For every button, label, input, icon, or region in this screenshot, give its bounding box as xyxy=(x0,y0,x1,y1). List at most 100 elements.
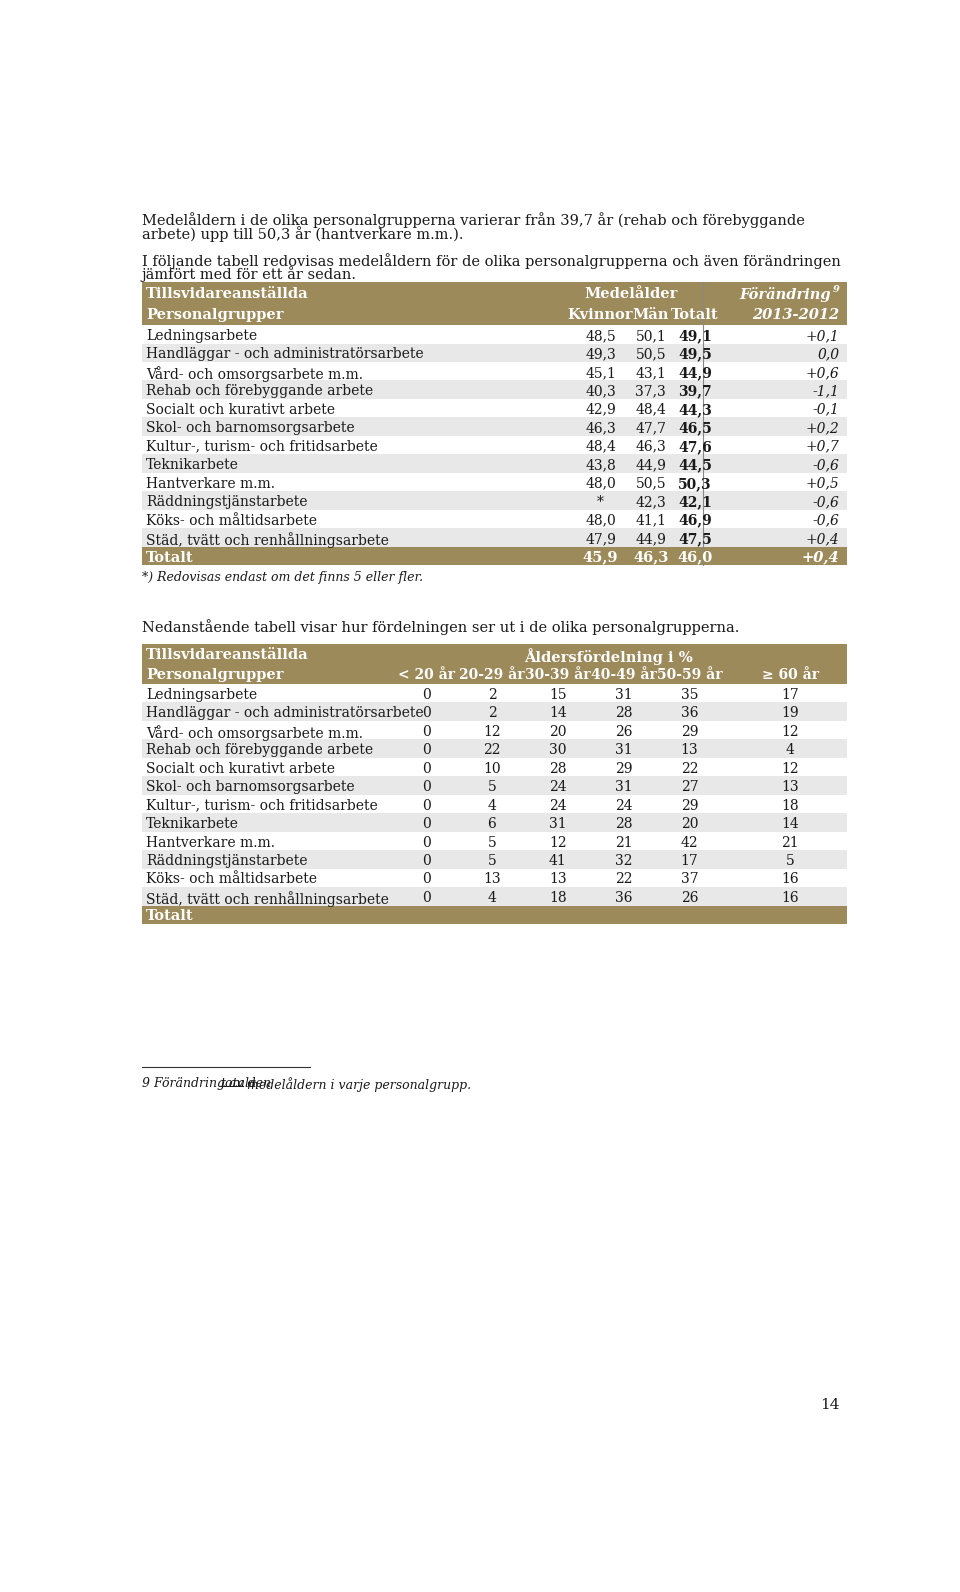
Text: *) Redovisas endast om det finns 5 eller fler.: *) Redovisas endast om det finns 5 eller… xyxy=(142,572,422,584)
Text: Socialt och kurativt arbete: Socialt och kurativt arbete xyxy=(146,761,335,775)
Text: Räddningstjänstarbete: Räddningstjänstarbete xyxy=(146,853,308,868)
Text: medelåldern i varje personalgrupp.: medelåldern i varje personalgrupp. xyxy=(244,1078,471,1092)
Text: 41: 41 xyxy=(549,853,566,868)
Bar xyxy=(142,794,847,814)
Text: Ledningsarbete: Ledningsarbete xyxy=(146,330,257,342)
Text: 44,5: 44,5 xyxy=(678,458,712,473)
Text: 0: 0 xyxy=(421,836,430,850)
Bar xyxy=(142,361,847,380)
Text: 31: 31 xyxy=(615,688,633,702)
Text: 47,6: 47,6 xyxy=(678,439,712,454)
Text: < 20 år: < 20 år xyxy=(397,669,455,683)
Text: 49,3: 49,3 xyxy=(586,347,616,361)
Text: +0,4: +0,4 xyxy=(802,551,839,565)
Text: Rehab och förebyggande arbete: Rehab och förebyggande arbete xyxy=(146,384,373,398)
Text: 0: 0 xyxy=(421,707,430,720)
Text: 46,3: 46,3 xyxy=(634,551,668,565)
Text: 31: 31 xyxy=(549,817,566,831)
Text: Rehab och förebyggande arbete: Rehab och förebyggande arbete xyxy=(146,743,373,758)
Bar xyxy=(142,869,847,887)
Text: 12: 12 xyxy=(781,724,799,739)
Text: 31: 31 xyxy=(615,780,633,794)
Text: 27: 27 xyxy=(681,780,699,794)
Text: Hantverkare m.m.: Hantverkare m.m. xyxy=(146,836,276,850)
Text: 46,3: 46,3 xyxy=(636,439,666,454)
Text: 46,0: 46,0 xyxy=(678,551,712,565)
Bar xyxy=(142,492,847,509)
Bar xyxy=(142,739,847,758)
Bar xyxy=(142,777,847,794)
Text: Medelåldern i de olika personalgrupperna varierar från 39,7 år (rehab och föreby: Medelåldern i de olika personalgrupperna… xyxy=(142,213,804,229)
Text: +0,4: +0,4 xyxy=(805,532,839,546)
Text: Förändring: Förändring xyxy=(740,287,831,301)
Text: totala: totala xyxy=(220,1078,256,1091)
Text: -0,6: -0,6 xyxy=(812,495,839,509)
Text: -0,6: -0,6 xyxy=(812,458,839,473)
Text: 10: 10 xyxy=(483,761,501,775)
Text: I följande tabell redovisas medelåldern för de olika personalgrupperna och även : I följande tabell redovisas medelåldern … xyxy=(142,253,841,269)
Text: 44,3: 44,3 xyxy=(678,403,712,417)
Text: 18: 18 xyxy=(549,892,566,904)
Text: Åldersfördelning i %: Åldersfördelning i % xyxy=(524,648,692,664)
Text: 13: 13 xyxy=(781,780,799,794)
Text: 24: 24 xyxy=(615,799,633,812)
Text: 47,5: 47,5 xyxy=(678,532,712,546)
Text: 42,1: 42,1 xyxy=(678,495,712,509)
Text: 46,9: 46,9 xyxy=(678,514,712,527)
Bar xyxy=(142,702,847,721)
Text: jämfört med för ett år sedan.: jämfört med för ett år sedan. xyxy=(142,266,357,282)
Text: 24: 24 xyxy=(549,780,566,794)
Text: 4: 4 xyxy=(786,743,795,758)
Text: Socialt och kurativt arbete: Socialt och kurativt arbete xyxy=(146,403,335,417)
Text: 12: 12 xyxy=(781,761,799,775)
Text: 29: 29 xyxy=(615,761,633,775)
Text: 12: 12 xyxy=(483,724,501,739)
Bar xyxy=(142,529,847,546)
Bar xyxy=(142,509,847,529)
Text: 0: 0 xyxy=(421,799,430,812)
Text: 50,3: 50,3 xyxy=(678,476,712,490)
Text: 46,5: 46,5 xyxy=(678,422,712,435)
Text: 19: 19 xyxy=(781,707,799,720)
Text: 26: 26 xyxy=(681,892,698,904)
Text: 22: 22 xyxy=(615,872,633,887)
Text: 16: 16 xyxy=(781,892,799,904)
Text: Vård- och omsorgsarbete m.m.: Vård- och omsorgsarbete m.m. xyxy=(146,366,363,382)
Text: Nedanstående tabell visar hur fördelningen ser ut i de olika personalgrupperna.: Nedanstående tabell visar hur fördelning… xyxy=(142,619,739,635)
Text: 36: 36 xyxy=(615,892,633,904)
Text: 42,9: 42,9 xyxy=(586,403,616,417)
Text: 0: 0 xyxy=(421,761,430,775)
Bar xyxy=(142,417,847,436)
Text: 0: 0 xyxy=(421,688,430,702)
Text: 5: 5 xyxy=(488,780,496,794)
Text: 22: 22 xyxy=(483,743,501,758)
Text: 36: 36 xyxy=(681,707,698,720)
Text: Städ, tvätt och renhållningsarbete: Städ, tvätt och renhållningsarbete xyxy=(146,892,389,907)
Text: Personalgrupper: Personalgrupper xyxy=(146,309,284,322)
Text: 2: 2 xyxy=(488,707,496,720)
Text: 18: 18 xyxy=(781,799,799,812)
Text: 50,1: 50,1 xyxy=(636,330,666,342)
Text: 30-39 år: 30-39 år xyxy=(525,669,590,683)
Bar xyxy=(142,436,847,454)
Text: 14: 14 xyxy=(820,1398,839,1412)
Text: Vård- och omsorgsarbete m.m.: Vård- och omsorgsarbete m.m. xyxy=(146,724,363,740)
Text: 28: 28 xyxy=(549,761,566,775)
Text: 4: 4 xyxy=(488,892,496,904)
Text: 47,9: 47,9 xyxy=(585,532,616,546)
Text: 37: 37 xyxy=(681,872,699,887)
Bar xyxy=(142,400,847,417)
Bar xyxy=(142,814,847,831)
Text: 48,0: 48,0 xyxy=(586,476,616,490)
Text: Handläggar - och administratörsarbete: Handläggar - och administratörsarbete xyxy=(146,707,424,720)
Text: 42: 42 xyxy=(681,836,699,850)
Text: 0: 0 xyxy=(421,853,430,868)
Text: Män: Män xyxy=(633,309,669,322)
Text: 5: 5 xyxy=(488,853,496,868)
Text: 35: 35 xyxy=(681,688,698,702)
Text: Köks- och måltidsarbete: Köks- och måltidsarbete xyxy=(146,872,318,887)
Text: 20-29 år: 20-29 år xyxy=(459,669,525,683)
Text: 40,3: 40,3 xyxy=(586,384,616,398)
Text: Teknikarbete: Teknikarbete xyxy=(146,817,239,831)
Text: 28: 28 xyxy=(615,817,633,831)
